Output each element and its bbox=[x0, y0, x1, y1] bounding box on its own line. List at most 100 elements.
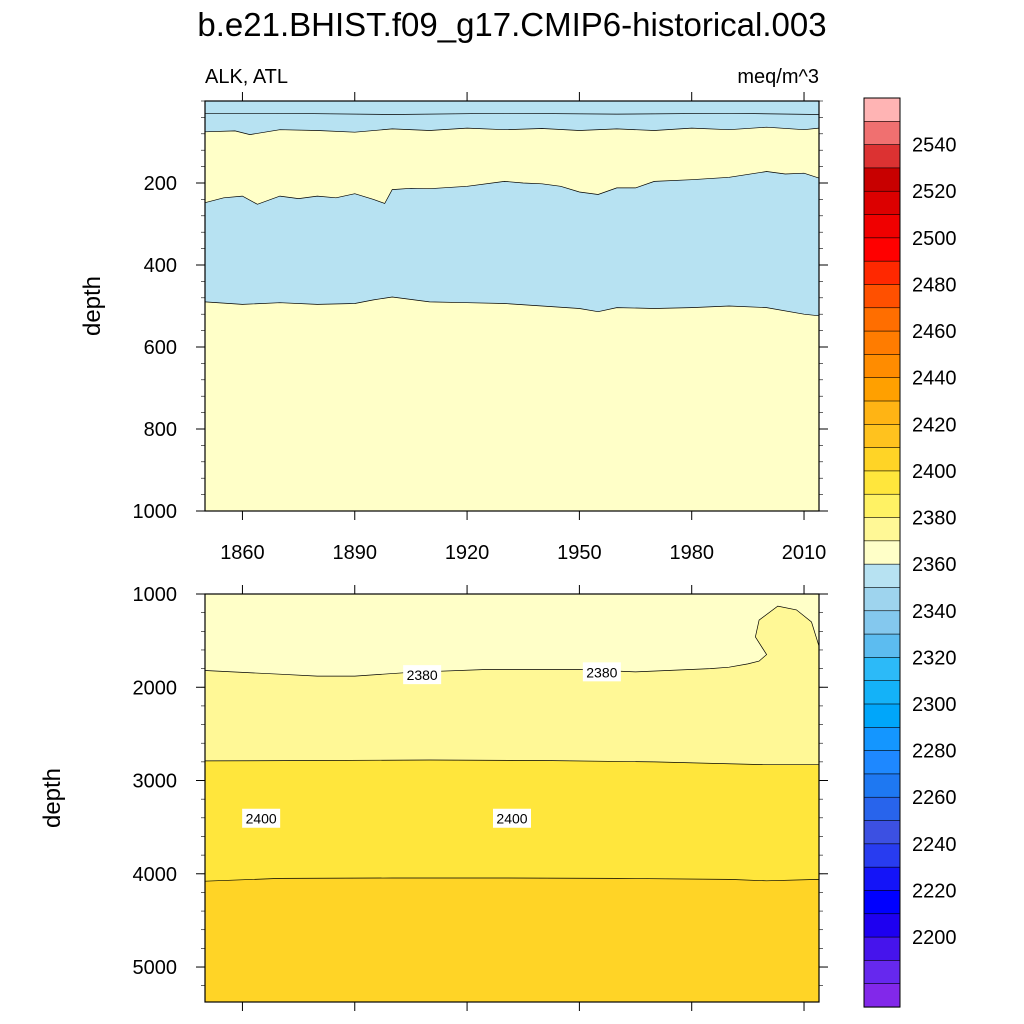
y-axis-label: depth bbox=[39, 768, 66, 828]
colorbar-label: 2540 bbox=[912, 135, 957, 157]
y-tick-label: 800 bbox=[144, 419, 177, 441]
y-tick-label: 5000 bbox=[133, 957, 178, 979]
colorbar-swatch bbox=[863, 890, 901, 915]
contour-label-bg bbox=[582, 662, 621, 682]
colorbar-swatch bbox=[863, 960, 901, 985]
y-tick-label: 1000 bbox=[133, 501, 178, 523]
contour-band-lower-3 bbox=[205, 878, 819, 1002]
colorbar-swatch bbox=[863, 587, 901, 612]
colorbar-swatch bbox=[863, 470, 901, 495]
colorbar-label: 2280 bbox=[912, 741, 957, 763]
colorbar-swatch bbox=[863, 284, 901, 309]
colorbar-swatch bbox=[863, 97, 901, 122]
colorbar-swatch bbox=[863, 727, 901, 752]
plot-frame-upper bbox=[204, 100, 820, 512]
colorbar-swatch bbox=[863, 913, 901, 938]
colorbar-label: 2460 bbox=[912, 321, 957, 343]
colorbar-label: 2340 bbox=[912, 601, 957, 623]
colorbar-label: 2320 bbox=[912, 647, 957, 669]
variable-region-label: ALK, ATL bbox=[205, 66, 288, 88]
colorbar-swatch bbox=[863, 354, 901, 379]
colorbar-swatch bbox=[863, 424, 901, 449]
colorbar-swatch bbox=[863, 400, 901, 425]
colorbar-swatch bbox=[863, 167, 901, 192]
contour-label-bg bbox=[403, 665, 442, 685]
contour-line-upper-4 bbox=[205, 296, 819, 317]
colorbar-label: 2440 bbox=[912, 368, 957, 390]
colorbar-swatch bbox=[863, 703, 901, 728]
y-axis-label: depth bbox=[79, 276, 106, 336]
contour-line-lower-2 bbox=[205, 759, 819, 766]
colorbar-label: 2200 bbox=[912, 927, 957, 949]
colorbar-swatch bbox=[863, 796, 901, 822]
contour-line-lower-1 bbox=[205, 605, 819, 677]
chart-title: b.e21.BHIST.f09_g17.CMIP6-historical.003 bbox=[197, 6, 826, 43]
contour-line-upper-3 bbox=[205, 171, 819, 205]
colorbar-swatch bbox=[863, 610, 901, 635]
colorbar-swatch bbox=[863, 493, 901, 519]
colorbar-label: 2520 bbox=[912, 181, 957, 203]
colorbar-swatch bbox=[863, 680, 901, 705]
contour-band-upper-4 bbox=[205, 297, 819, 511]
y-tick-label: 4000 bbox=[133, 864, 178, 886]
contour-line-lower-3 bbox=[205, 877, 819, 882]
colorbar-swatch bbox=[863, 750, 901, 775]
colorbar-swatch bbox=[863, 633, 901, 658]
lower-depth-panel: 1000 2000 3000 4000 5000 depth 2380 2380 2400 240… bbox=[39, 584, 828, 1011]
colorbar-frame bbox=[863, 97, 901, 1008]
colorbar-swatch bbox=[863, 983, 901, 1008]
colorbar-swatch bbox=[863, 657, 901, 682]
colorbar-swatch bbox=[863, 144, 901, 169]
colorbar-label: 2360 bbox=[912, 554, 957, 576]
contour-label: 2400 bbox=[246, 811, 277, 827]
colorbar-swatch bbox=[863, 773, 901, 798]
x-tick-label: 1980 bbox=[669, 542, 714, 564]
contour-label-bg bbox=[242, 808, 281, 828]
colorbar-swatch bbox=[863, 190, 901, 216]
contour-line-upper-2 bbox=[205, 126, 819, 135]
y-tick-label: 400 bbox=[144, 255, 177, 277]
colorbar-label: 2480 bbox=[912, 274, 957, 296]
x-tick-label: 1890 bbox=[333, 542, 378, 564]
upper-depth-panel: 200 400 600 800 1000 1860 1890 1920 1950 1980 2010… bbox=[79, 92, 828, 564]
colorbar-swatch bbox=[863, 260, 901, 286]
x-tick-label: 2010 bbox=[782, 542, 827, 564]
colorbar-swatch bbox=[863, 540, 901, 565]
x-tick-label: 1860 bbox=[220, 542, 265, 564]
colorbar-label: 2300 bbox=[912, 694, 957, 716]
colorbar: 2540 2520 2500 2480 2460 2440 2420 2400 2380 2360… bbox=[863, 97, 957, 1008]
contour-label: 2380 bbox=[586, 664, 617, 680]
y-tick-label: 200 bbox=[144, 173, 177, 195]
contour-label-bg bbox=[493, 808, 531, 828]
colorbar-swatch bbox=[863, 447, 901, 472]
contour-label: 2380 bbox=[407, 667, 438, 683]
colorbar-swatch bbox=[863, 377, 901, 402]
plot-frame-lower bbox=[204, 593, 820, 1003]
colorbar-label: 2380 bbox=[912, 508, 957, 530]
colorbar-swatch bbox=[863, 843, 901, 868]
colorbar-swatch bbox=[863, 517, 901, 542]
colorbar-swatch bbox=[863, 936, 901, 961]
x-tick-label: 1920 bbox=[445, 542, 490, 564]
colorbar-swatch bbox=[863, 563, 901, 589]
x-tick-label: 1950 bbox=[557, 542, 602, 564]
colorbar-swatch bbox=[863, 330, 901, 355]
units-label: meq/m^3 bbox=[737, 66, 819, 88]
colorbar-label: 2260 bbox=[912, 787, 957, 809]
y-tick-label: 1000 bbox=[133, 584, 178, 606]
y-tick-label: 2000 bbox=[133, 677, 178, 699]
y-tick-label: 600 bbox=[144, 337, 177, 359]
colorbar-label: 2500 bbox=[912, 228, 957, 250]
colorbar-label: 2220 bbox=[912, 880, 957, 902]
colorbar-swatch bbox=[863, 214, 901, 239]
colorbar-label: 2420 bbox=[912, 414, 957, 436]
colorbar-swatch bbox=[863, 121, 901, 146]
contour-line-upper-1 bbox=[205, 112, 819, 115]
y-tick-label: 3000 bbox=[133, 771, 178, 793]
colorbar-swatch bbox=[863, 307, 901, 332]
colorbar-swatch bbox=[863, 866, 901, 892]
contour-label: 2400 bbox=[496, 811, 527, 827]
colorbar-label: 2240 bbox=[912, 834, 957, 856]
colorbar-swatch bbox=[863, 237, 901, 262]
